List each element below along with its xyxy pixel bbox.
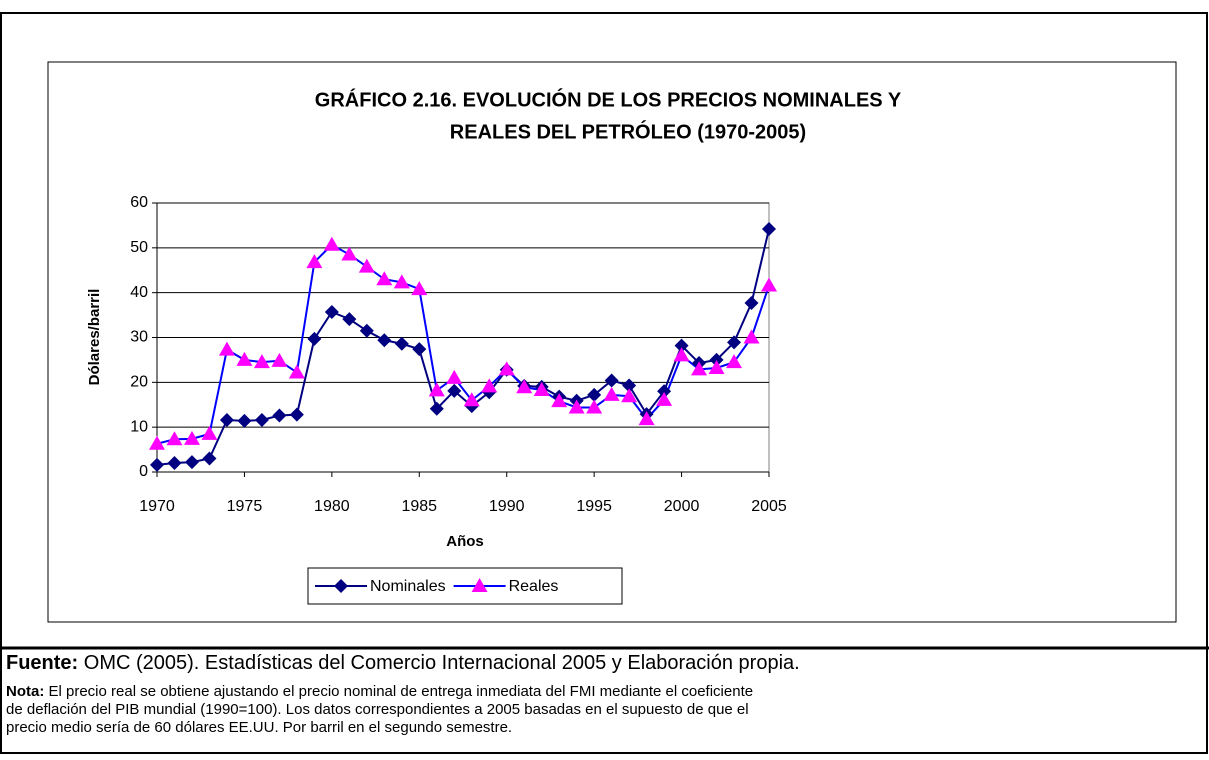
marker [604,373,619,388]
source: Fuente: OMC (2005). Estadísticas del Com… [6,652,800,674]
marker [394,336,409,351]
marker [201,425,218,440]
marker [744,295,759,310]
marker [656,391,673,406]
marker [150,457,164,472]
marker [412,342,427,357]
marker [586,399,603,414]
marker [587,387,602,402]
note: Nota: El precio real se obtiene ajustand… [6,683,753,700]
marker [272,408,287,423]
marker [393,274,410,289]
marker [621,388,638,403]
source-text: OMC (2005). Estadísticas del Comercio In… [84,652,800,674]
y-tick-label: 20 [130,374,148,391]
marker [622,378,637,393]
y-tick-label: 40 [130,284,148,301]
marker [202,451,217,466]
marker [306,254,323,269]
marker [167,456,182,471]
source-label: Fuente: [6,652,78,674]
marker [377,333,392,348]
y-tick-label: 30 [130,329,148,346]
marker [481,378,498,393]
marker [323,236,340,251]
x-axis-label: Años [446,533,484,550]
x-tick-label: 1995 [576,498,612,515]
marker [334,579,348,593]
marker [307,331,322,346]
x-tick-label: 2000 [664,498,700,515]
marker [411,281,428,296]
marker [218,341,235,356]
marker [324,304,339,319]
marker [376,271,393,286]
x-tick-label: 1970 [139,498,175,515]
marker [551,393,568,408]
marker [568,399,585,414]
y-tick-label: 60 [130,194,148,211]
legend-label: Nominales [370,578,446,595]
marker [166,431,183,446]
marker [237,413,252,428]
marker [253,354,270,369]
outer-frame [0,12,1208,754]
legend-label: Reales [509,578,559,595]
y-tick-label: 10 [130,418,148,435]
marker [288,364,305,379]
marker [516,379,533,394]
x-tick-label: 2005 [751,498,787,515]
chart-title: REALES DEL PETRÓLEO (1970-2005) [450,119,806,143]
y-tick-label: 50 [130,239,148,256]
marker [708,359,725,374]
note-label: Nota: [6,683,44,700]
marker [463,392,480,407]
marker [149,435,165,450]
note-line: precio medio sería de 60 dólares EE.UU. … [6,719,512,736]
marker [691,361,708,376]
note-line: de deflación del PIB mundial (1990=100).… [6,701,749,718]
chart-title: GRÁFICO 2.16. EVOLUCIÓN DE LOS PRECIOS N… [315,87,902,111]
marker [429,401,444,416]
marker [236,351,253,366]
marker [762,222,776,237]
marker [254,412,269,427]
x-tick-label: 1985 [401,498,437,515]
marker [447,383,462,398]
marker [219,412,234,427]
marker [657,384,672,399]
marker [727,335,742,350]
y-axis-label: Dólares/barril [86,289,103,386]
marker [761,277,777,292]
marker [341,246,358,261]
marker [673,347,690,362]
marker [533,381,550,396]
marker [498,361,515,376]
marker [358,258,375,273]
x-tick-label: 1980 [314,498,350,515]
marker [603,386,620,401]
marker [342,312,357,327]
marker [743,329,760,344]
marker [638,411,655,426]
x-tick-label: 1975 [227,498,263,515]
marker [271,352,288,367]
marker [359,323,374,338]
marker [289,407,304,422]
note-line: El precio real se obtiene ajustando el p… [44,683,753,700]
x-tick-label: 1990 [489,498,525,515]
marker [471,578,488,592]
marker [446,369,463,384]
marker [709,352,724,367]
marker [726,354,743,369]
y-tick-label: 0 [139,463,148,480]
marker [428,382,445,397]
marker [184,455,199,470]
marker [674,338,689,353]
marker [183,430,200,445]
